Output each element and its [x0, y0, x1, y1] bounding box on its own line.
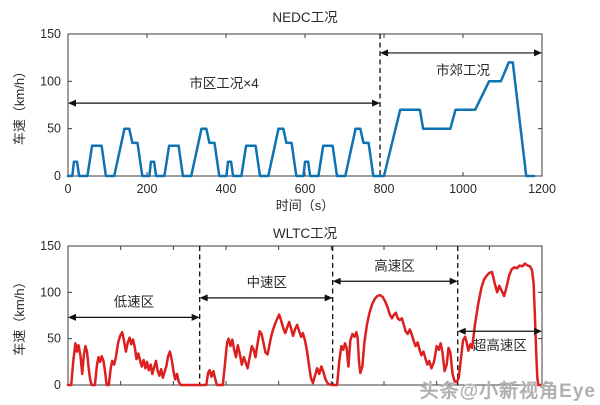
- nedc-chart-title: NEDC工况: [272, 10, 338, 25]
- nedc-x-tick-label: 800: [374, 182, 395, 196]
- nedc-x-tick-label: 200: [137, 182, 158, 196]
- nedc-x-tick-label: 0: [65, 182, 72, 196]
- wltc-series-line: [66, 262, 544, 387]
- nedc-y-axis-label: 车速（km/h）: [12, 65, 27, 145]
- nedc-arrowhead-right: [534, 49, 542, 57]
- nedc-y-tick-label: 0: [54, 169, 61, 183]
- nedc-y-tick-label: 100: [40, 74, 61, 88]
- wltc-arrowhead-right: [534, 327, 542, 335]
- nedc-annotation-label: 市郊工况: [436, 62, 490, 78]
- wltc-arrowhead-left: [199, 294, 208, 302]
- wltc-annotation-label: 中速区: [247, 275, 288, 290]
- wltc-arrowhead-right: [449, 277, 458, 285]
- nedc-y-tick-label: 150: [40, 27, 61, 41]
- nedc-y-tick-label: 50: [47, 122, 61, 136]
- nedc-annotation-label: 市区工况×4: [189, 75, 259, 91]
- nedc-arrowhead-left: [68, 99, 76, 107]
- wltc-y-tick-label: 50: [47, 332, 61, 346]
- wltc-arrowhead-right: [191, 313, 200, 321]
- wltc-plot-border: [67, 245, 543, 386]
- nedc-x-axis-label: 时间（s）: [276, 198, 335, 213]
- wltc-arrowhead-left: [332, 277, 341, 285]
- wltc-y-axis-label: 车速（km/h）: [12, 275, 27, 355]
- nedc-x-tick-label: 1200: [528, 182, 556, 196]
- wltc-y-tick-label: 100: [40, 285, 61, 299]
- wltc-arrowhead-right: [324, 294, 333, 302]
- watermark-text: 头条@小新视角Eye: [419, 381, 596, 402]
- wltc-annotation-label: 高速区: [374, 257, 415, 273]
- nedc-arrowhead-right: [372, 99, 381, 107]
- wltc-y-tick-label: 0: [54, 378, 61, 392]
- wltc-arrowhead-left: [457, 327, 466, 335]
- watermark: 头条@小新视角Eye: [420, 376, 596, 403]
- nedc-arrowhead-left: [380, 49, 389, 57]
- wltc-chart-title: WLTC工况: [273, 226, 338, 241]
- nedc-x-tick-label: 1000: [449, 182, 477, 196]
- wltc-annotation-label: 低速区: [114, 295, 155, 310]
- nedc-series-line: [66, 61, 536, 178]
- wltc-arrowhead-left: [68, 313, 76, 321]
- wltc-y-tick-label: 150: [40, 239, 61, 253]
- nedc-x-tick-label: 600: [295, 182, 316, 196]
- wltc-annotation-label: 超高速区: [473, 337, 527, 353]
- nedc-x-tick-label: 400: [216, 182, 237, 196]
